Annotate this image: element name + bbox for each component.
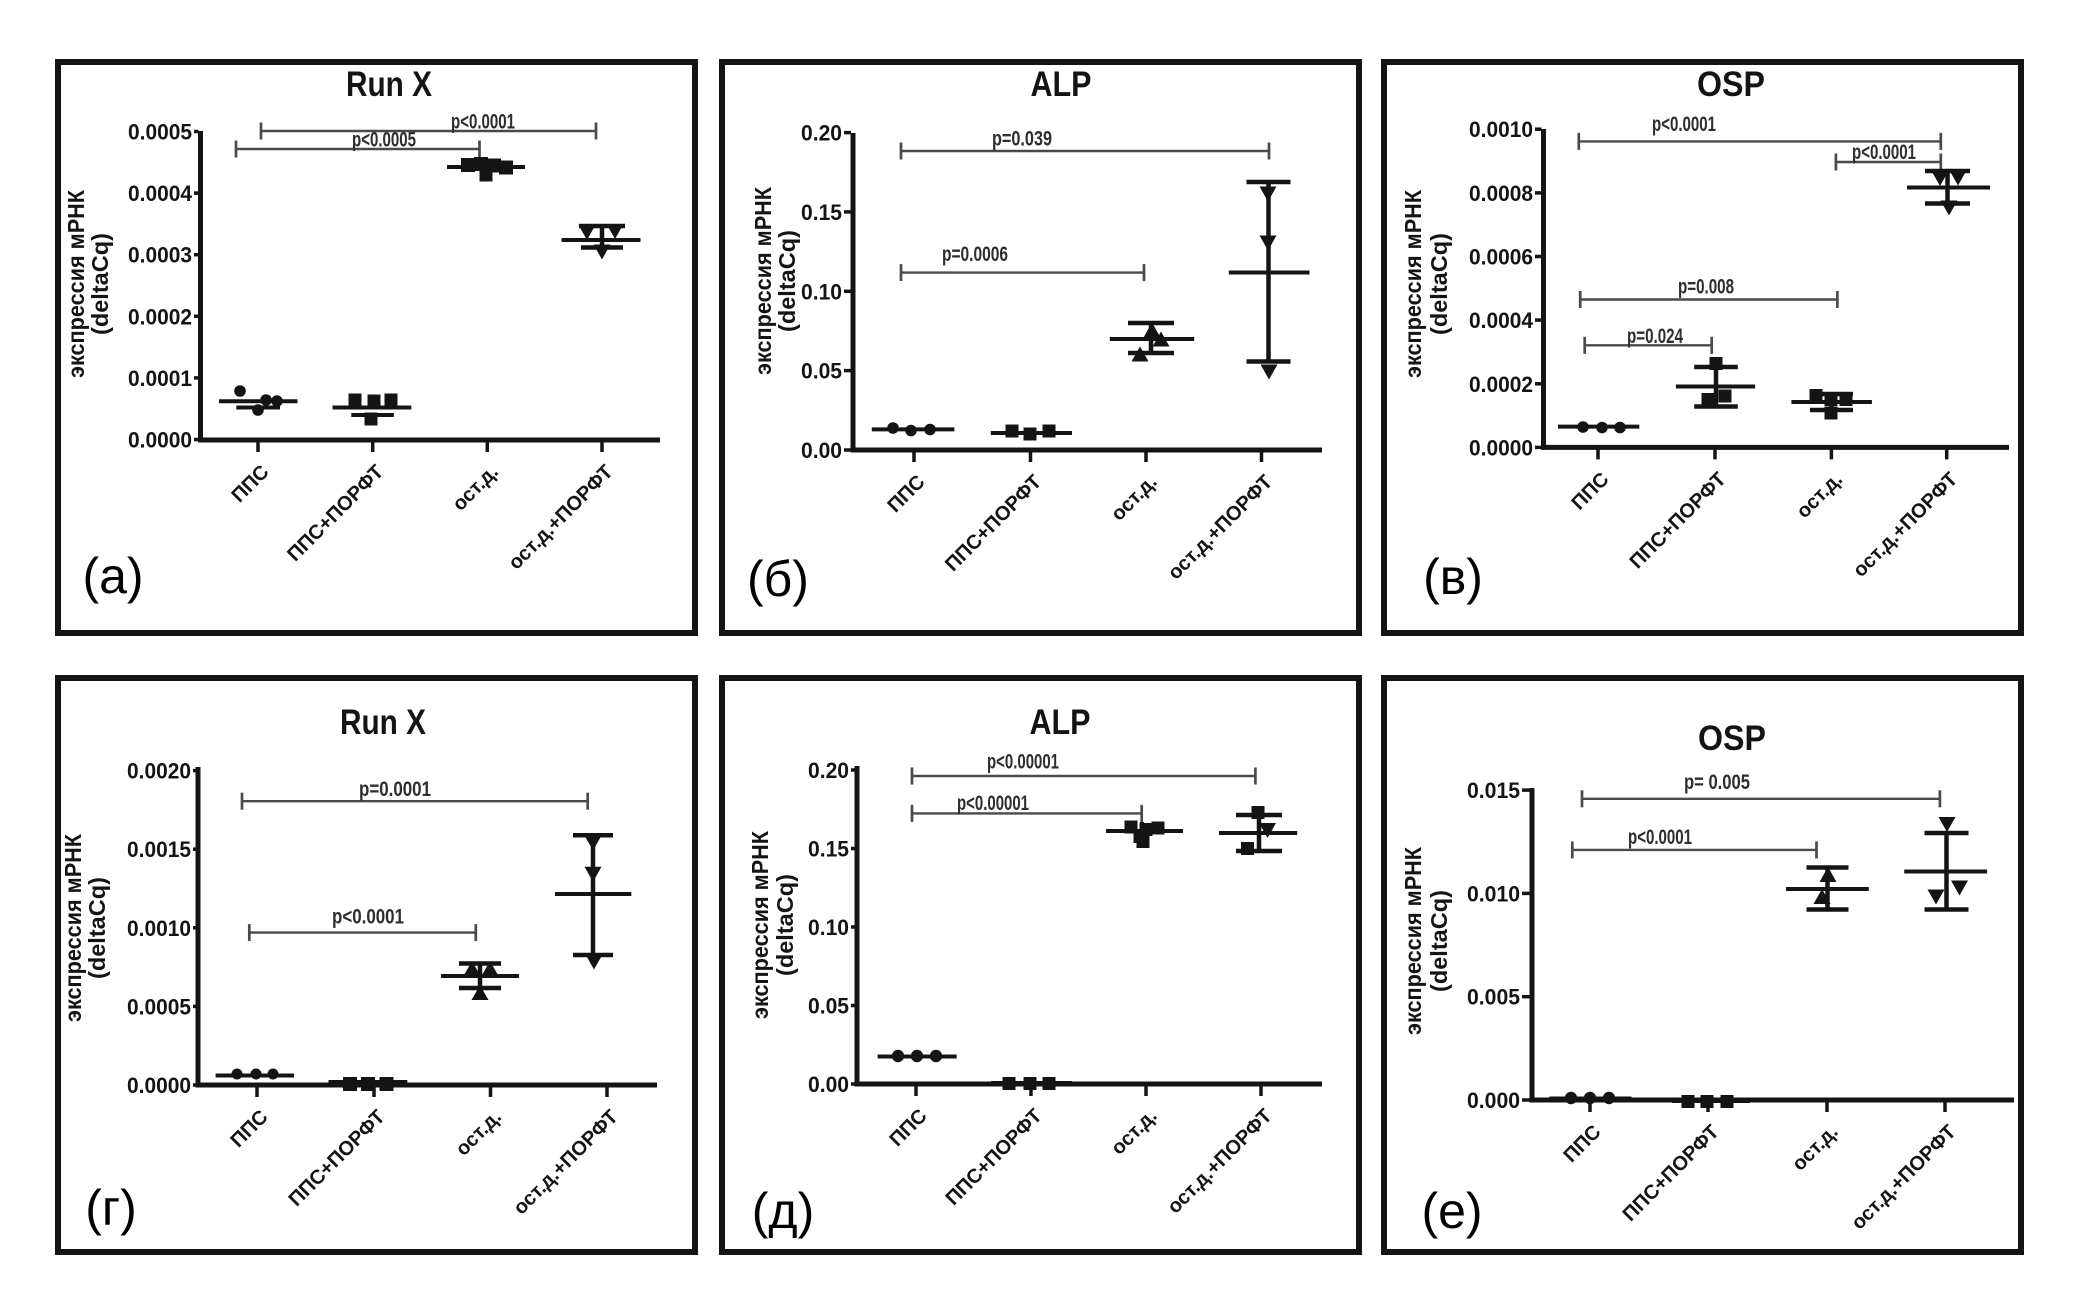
svg-text:p=0.024: p=0.024 bbox=[1627, 325, 1683, 348]
svg-text:экспрессия мРНК: экспрессия мРНК bbox=[747, 830, 773, 1019]
svg-text:ALP: ALP bbox=[1031, 65, 1092, 104]
svg-text:0.0002: 0.0002 bbox=[1469, 372, 1533, 397]
svg-text:экспрессия мРНК: экспрессия мРНК bbox=[63, 189, 89, 378]
svg-text:0.0003: 0.0003 bbox=[128, 243, 192, 268]
svg-text:0.15: 0.15 bbox=[801, 200, 842, 225]
svg-text:экспрессия мРНК: экспрессия мРНК bbox=[750, 186, 776, 375]
svg-text:p<0.0001: p<0.0001 bbox=[1628, 826, 1692, 849]
svg-text:0.0006: 0.0006 bbox=[1469, 245, 1533, 270]
svg-text:(deltaCq): (deltaCq) bbox=[774, 230, 800, 332]
svg-text:p=0.0006: p=0.0006 bbox=[942, 243, 1008, 266]
svg-text:p=0.0001: p=0.0001 bbox=[359, 778, 431, 801]
svg-text:0.00: 0.00 bbox=[808, 1072, 849, 1097]
svg-text:(deltaCq): (deltaCq) bbox=[1426, 233, 1452, 335]
svg-text:(а): (а) bbox=[82, 548, 143, 604]
svg-text:0.000: 0.000 bbox=[1467, 1088, 1520, 1113]
svg-text:0.0000: 0.0000 bbox=[128, 428, 192, 453]
svg-text:0.10: 0.10 bbox=[801, 279, 842, 304]
svg-text:(в): (в) bbox=[1423, 549, 1483, 605]
svg-text:(г): (г) bbox=[85, 1180, 137, 1236]
svg-text:0.20: 0.20 bbox=[801, 121, 842, 146]
svg-text:экспрессия мРНК: экспрессия мРНК bbox=[60, 833, 86, 1022]
svg-text:(deltaCq): (deltaCq) bbox=[84, 877, 110, 979]
svg-text:(д): (д) bbox=[752, 1183, 814, 1239]
svg-text:0.010: 0.010 bbox=[1467, 881, 1520, 906]
svg-text:p<0.0001: p<0.0001 bbox=[1652, 113, 1716, 136]
svg-text:(б): (б) bbox=[747, 551, 809, 607]
svg-text:Run X: Run X bbox=[340, 703, 427, 742]
svg-text:Run X: Run X bbox=[346, 65, 433, 104]
svg-text:0.05: 0.05 bbox=[808, 994, 849, 1019]
svg-text:(е): (е) bbox=[1421, 1183, 1482, 1239]
svg-text:0.0002: 0.0002 bbox=[128, 304, 192, 329]
svg-text:0.0000: 0.0000 bbox=[1469, 435, 1533, 460]
svg-text:ALP: ALP bbox=[1030, 703, 1091, 742]
svg-text:p<0.0001: p<0.0001 bbox=[332, 906, 404, 929]
svg-text:OSP: OSP bbox=[1698, 719, 1766, 758]
svg-text:0.005: 0.005 bbox=[1467, 985, 1520, 1010]
svg-text:0.10: 0.10 bbox=[808, 915, 849, 940]
svg-text:(deltaCq): (deltaCq) bbox=[87, 233, 113, 335]
svg-text:0.0000: 0.0000 bbox=[127, 1073, 191, 1098]
svg-text:0.015: 0.015 bbox=[1467, 778, 1520, 803]
svg-text:0.0004: 0.0004 bbox=[1469, 308, 1533, 333]
svg-text:0.0015: 0.0015 bbox=[127, 837, 191, 862]
svg-text:0.0004: 0.0004 bbox=[128, 181, 192, 206]
svg-text:p= 0.005: p= 0.005 bbox=[1684, 771, 1750, 794]
svg-text:экспрессия мРНК: экспрессия мРНК bbox=[1400, 846, 1426, 1035]
svg-text:OSP: OSP bbox=[1697, 65, 1765, 104]
svg-text:(deltaCq): (deltaCq) bbox=[1426, 890, 1452, 992]
svg-text:p=0.039: p=0.039 bbox=[992, 128, 1052, 151]
svg-text:p=0.008: p=0.008 bbox=[1678, 276, 1734, 299]
svg-text:0.0010: 0.0010 bbox=[1469, 117, 1533, 142]
svg-text:p<0.0005: p<0.0005 bbox=[352, 129, 416, 152]
svg-text:0.15: 0.15 bbox=[808, 837, 849, 862]
svg-text:0.0010: 0.0010 bbox=[127, 916, 191, 941]
svg-text:0.0005: 0.0005 bbox=[127, 994, 191, 1019]
svg-text:0.00: 0.00 bbox=[801, 438, 842, 463]
svg-text:0.05: 0.05 bbox=[801, 359, 842, 384]
svg-text:p<0.0001: p<0.0001 bbox=[1852, 141, 1916, 164]
svg-text:0.0008: 0.0008 bbox=[1469, 181, 1533, 206]
svg-text:0.0001: 0.0001 bbox=[128, 366, 192, 391]
svg-text:(deltaCq): (deltaCq) bbox=[772, 874, 798, 976]
svg-text:0.0005: 0.0005 bbox=[128, 120, 192, 145]
svg-text:экспрессия мРНК: экспрессия мРНК bbox=[1400, 189, 1426, 378]
svg-text:p<0.0001: p<0.0001 bbox=[451, 111, 515, 134]
svg-text:p<0.00001: p<0.00001 bbox=[987, 751, 1059, 774]
svg-text:0.0020: 0.0020 bbox=[127, 759, 191, 784]
svg-text:p<0.00001: p<0.00001 bbox=[957, 792, 1029, 815]
svg-text:0.20: 0.20 bbox=[808, 758, 849, 783]
